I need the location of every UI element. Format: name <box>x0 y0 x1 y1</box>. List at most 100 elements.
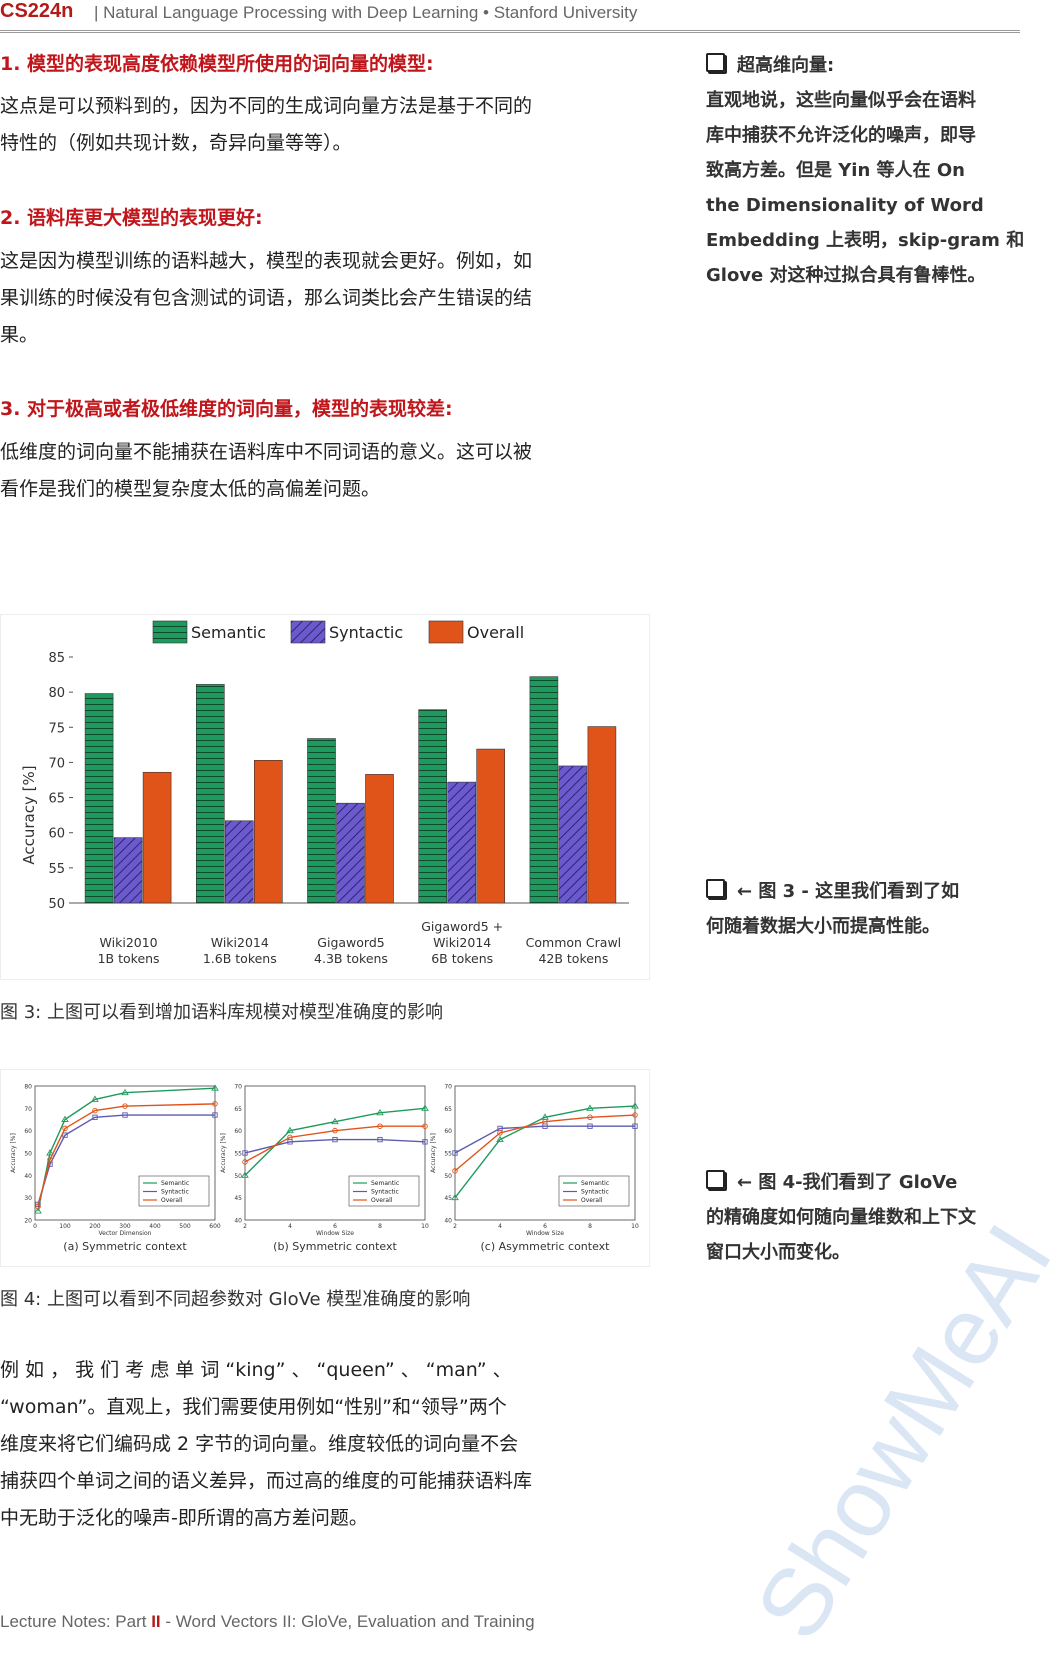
x-tick-label: 4 <box>498 1223 502 1230</box>
x-tick-label: 100 <box>59 1223 71 1230</box>
section-1-heading: 1. 模型的表现高度依赖模型所使用的词向量的模型: <box>0 53 434 75</box>
y-tick-label: 50 <box>24 1151 32 1158</box>
data-point <box>452 1168 458 1174</box>
panel-subtitle: (c) Asymmetric context <box>481 1240 611 1253</box>
y-tick-label: 65 <box>444 1106 452 1113</box>
text-line: 低维度的词向量不能捕获在语料库中不同词语的意义。这可以被 <box>0 441 533 463</box>
x-tick-label: 6 <box>333 1223 337 1230</box>
data-point <box>496 1135 504 1143</box>
x-tick-label: 200 <box>89 1223 101 1230</box>
data-point <box>121 1088 129 1096</box>
y-tick-label: 40 <box>444 1218 452 1225</box>
section-2-heading: 2. 语料库更大模型的表现更好: <box>0 207 263 229</box>
bar-overall <box>142 771 172 904</box>
data-point <box>91 1095 99 1102</box>
side-note-line: Glove 对这种过拟合具有鲁棒性。 <box>706 265 986 286</box>
data-point <box>377 1123 383 1129</box>
legend-label-overall: Overall <box>161 1197 183 1204</box>
figure-4-line-charts: 20 30 40 50 60 70 80 0 100 200 300 400 500 600 Vector … <box>10 1084 639 1254</box>
figure-3: Semantic Syntactic Overall 50 55 60 65 70 75 80 8… <box>0 614 650 980</box>
legend-label-semantic: Semantic <box>371 1180 399 1187</box>
x-category-label: Wiki2014 <box>433 935 491 950</box>
panel-subtitle: (b) Symmetric context <box>273 1240 397 1253</box>
bar-overall <box>254 760 283 904</box>
line-chart-panel: 40 45 50 55 60 65 70 2 4 6 8 10 Window Size Accuracy … <box>220 1084 429 1254</box>
x-category-label: Wiki2010 <box>100 935 158 950</box>
x-tick-label: 8 <box>588 1223 592 1230</box>
data-point <box>332 1127 338 1134</box>
y-tick-label: 65 <box>48 792 65 807</box>
data-point <box>241 1171 249 1178</box>
series-line-syntactic <box>454 1125 635 1154</box>
data-point <box>92 1107 98 1114</box>
legend-swatch-syntactic <box>290 620 326 644</box>
data-point <box>587 1114 593 1121</box>
y-tick-label: 45 <box>234 1195 242 1202</box>
series-line-overall <box>244 1125 425 1163</box>
y-tick-label: 85 <box>48 651 65 666</box>
side-note-line: ← 图 3 - 这里我们看到了如 <box>737 881 960 902</box>
bar-overall <box>365 774 394 904</box>
text-line: 果。 <box>0 324 39 346</box>
x-category-label: Common Crawl <box>526 935 622 950</box>
text-line: 果训练的时候没有包含测试的词语，那么词类比会产生错误的结 <box>0 287 533 309</box>
y-tick-label: 45 <box>444 1195 452 1202</box>
x-category-label: Gigaword5 + <box>421 919 503 934</box>
data-point <box>242 1150 248 1156</box>
text-line: “woman”。直观上，我们需要使用例如“性别”和“领导”两个 <box>0 1396 507 1418</box>
figure-3-caption: 图 3: 上图可以看到增加语料库规模对模型准确度的影响 <box>0 1002 443 1023</box>
data-point <box>632 1123 638 1129</box>
bar-overall <box>587 726 617 904</box>
y-tick-label: 80 <box>24 1084 32 1091</box>
y-tick-label: 60 <box>48 827 65 842</box>
legend-label-syntactic: Syntactic <box>581 1189 609 1196</box>
example-paragraph: 例 如 ， 我 们 考 虑 单 词 “king” 、 “queen” 、 “ma… <box>0 1352 660 1537</box>
course-subtitle: | Natural Language Processing with Deep … <box>94 3 638 22</box>
x-category-label: 4.3B tokens <box>314 951 388 966</box>
legend-label-syntactic: Syntactic <box>371 1189 399 1196</box>
x-tick-label: 8 <box>378 1223 382 1230</box>
data-point <box>376 1108 384 1116</box>
series-line-overall <box>37 1103 216 1207</box>
y-tick-label: 60 <box>444 1128 452 1135</box>
x-tick-label: 4 <box>288 1223 292 1230</box>
x-category-label: 1B tokens <box>98 951 160 966</box>
legend-label-semantic: Semantic <box>191 623 266 642</box>
bar-semantic <box>196 684 225 904</box>
data-point <box>92 1114 98 1120</box>
bar-syntactic <box>336 802 365 904</box>
side-note-title: 超高维向量: <box>737 55 835 76</box>
legend-label-syntactic: Syntactic <box>329 623 403 642</box>
side-note-line: 窗口大小而变化。 <box>706 1242 850 1263</box>
y-tick-label: 70 <box>234 1084 242 1091</box>
y-tick-label: 50 <box>444 1173 452 1180</box>
footer-part: II <box>151 1612 161 1631</box>
checkbox-icon <box>706 1170 725 1189</box>
text-line: 这点是可以预料到的，因为不同的生成词向量方法是基于不同的 <box>0 95 533 117</box>
checkbox-icon <box>706 879 725 898</box>
bar-syntactic <box>558 765 588 904</box>
x-tick-label: 10 <box>631 1223 639 1230</box>
y-tick-label: 55 <box>48 862 65 877</box>
x-category-label: Gigaword5 <box>317 935 384 950</box>
y-tick-label: 60 <box>234 1128 242 1135</box>
data-point <box>122 1103 128 1109</box>
series-line-semantic <box>454 1105 636 1199</box>
bar-syntactic <box>113 837 143 904</box>
data-point <box>631 1102 639 1109</box>
side-note-line: 直观地说，这些向量似乎会在语料 <box>706 90 976 111</box>
line-chart-panel: 20 30 40 50 60 70 80 0 100 200 300 400 500 600 Vector … <box>10 1084 221 1254</box>
y-tick-label: 60 <box>24 1128 32 1135</box>
side-note-line: 致高方差。但是 Yin 等人在 On <box>706 160 965 181</box>
figure-4: 20 30 40 50 60 70 80 0 100 200 300 400 500 600 Vector … <box>0 1069 650 1267</box>
data-point <box>286 1126 294 1134</box>
y-tick-label: 65 <box>234 1106 242 1113</box>
legend-swatch-semantic <box>152 620 188 644</box>
data-point <box>46 1149 54 1156</box>
y-tick-label: 30 <box>24 1195 32 1202</box>
x-category-label: Wiki2014 <box>211 935 269 950</box>
data-point <box>497 1130 503 1136</box>
side-note-figure-3: ← 图 3 - 这里我们看到了如 何随着数据大小而提高性能。 <box>706 874 1026 944</box>
y-tick-label: 55 <box>444 1151 452 1158</box>
data-point <box>62 1125 68 1132</box>
